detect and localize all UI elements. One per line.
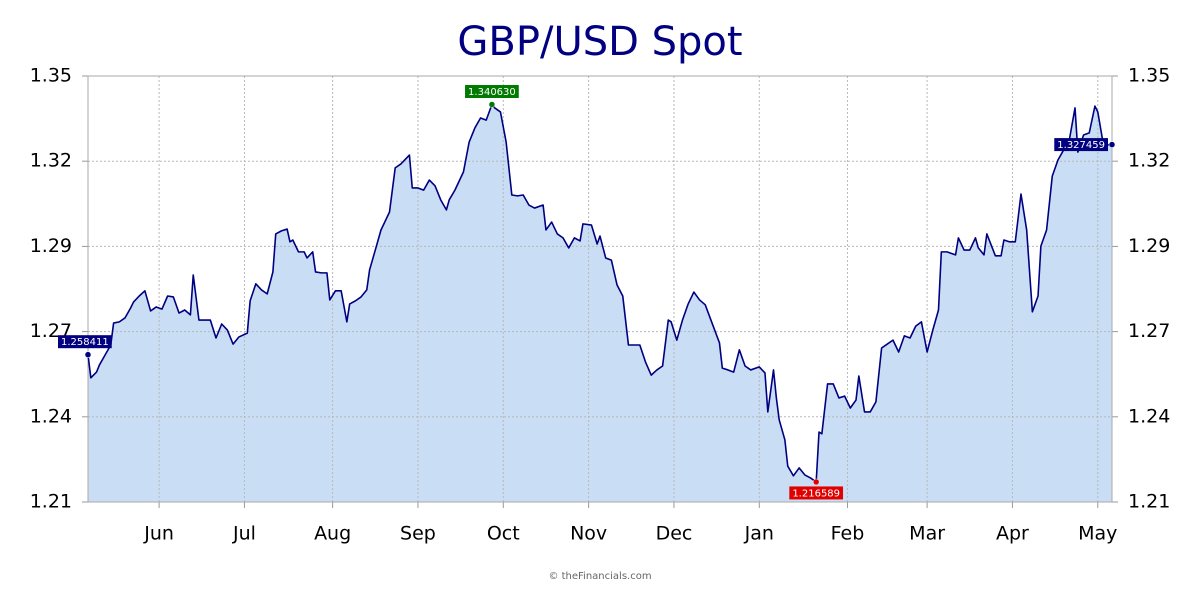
price-line — [87, 103, 1113, 483]
marker-point — [488, 101, 496, 108]
marker-label-box — [1054, 138, 1108, 152]
x-tick-label: May — [1078, 523, 1117, 545]
y-tick-label: 1.32 — [30, 150, 72, 172]
marker-label: 1.340630 — [465, 85, 519, 99]
y2-tick-label: 1.21 — [1128, 491, 1170, 513]
x-tick-label: Jul — [232, 523, 256, 545]
marker-label: 1.258411 — [58, 335, 112, 349]
y-tick-label: 1.29 — [30, 235, 72, 257]
y-tick-label: 1.35 — [30, 65, 72, 87]
marker-label-text: 1.258411 — [61, 337, 109, 348]
marker-label-box — [58, 335, 112, 349]
marker-label: 1.327459 — [1054, 138, 1108, 152]
x-tick-label: Feb — [831, 523, 865, 545]
x-tick-label: Oct — [487, 523, 520, 545]
marker-label-box — [465, 85, 519, 99]
marker-label-text: 1.340630 — [468, 87, 516, 98]
y2-tick-label: 1.35 — [1128, 65, 1170, 87]
marker-label-box — [789, 486, 844, 500]
y2-tick-label: 1.29 — [1128, 235, 1170, 257]
area-fill — [88, 104, 1112, 502]
y2-tick-label: 1.24 — [1128, 405, 1170, 427]
x-tick-label: Jun — [143, 523, 174, 545]
x-tick-label: Sep — [400, 523, 436, 545]
marker-label-text: 1.216589 — [792, 488, 840, 499]
marker-point — [1108, 141, 1116, 148]
x-tick-label: Apr — [996, 523, 1029, 545]
plot-frame — [87, 75, 1113, 503]
x-tick-label: Dec — [656, 523, 693, 545]
marker-point — [812, 478, 820, 486]
chart-title: GBP/USD Spot — [457, 19, 742, 65]
marker-label-text: 1.327459 — [1057, 140, 1105, 151]
marker-point — [84, 351, 92, 358]
marker-label: 1.216589 — [789, 486, 844, 500]
footer: © theFinancials.com — [548, 571, 651, 582]
y-tick-label: 1.21 — [30, 491, 72, 513]
y2-tick-label: 1.32 — [1128, 150, 1170, 172]
x-tick-label: Mar — [909, 523, 945, 545]
x-tick-label: Aug — [314, 523, 351, 545]
x-tick-label: Jan — [744, 523, 774, 545]
y2-tick-label: 1.27 — [1128, 320, 1170, 342]
x-tick-label: Nov — [570, 523, 607, 545]
y-tick-label: 1.24 — [30, 405, 72, 427]
